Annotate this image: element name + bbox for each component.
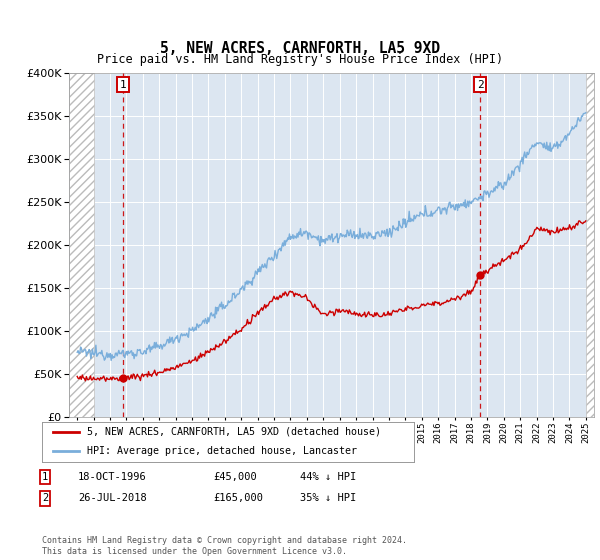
Text: HPI: Average price, detached house, Lancaster: HPI: Average price, detached house, Lanc… [86,446,356,456]
Text: £165,000: £165,000 [213,493,263,503]
Text: 5, NEW ACRES, CARNFORTH, LA5 9XD: 5, NEW ACRES, CARNFORTH, LA5 9XD [160,41,440,56]
Text: 26-JUL-2018: 26-JUL-2018 [78,493,147,503]
Text: 2: 2 [477,80,484,90]
Text: 2: 2 [42,493,48,503]
Text: 5, NEW ACRES, CARNFORTH, LA5 9XD (detached house): 5, NEW ACRES, CARNFORTH, LA5 9XD (detach… [86,427,380,437]
Text: Price paid vs. HM Land Registry's House Price Index (HPI): Price paid vs. HM Land Registry's House … [97,53,503,66]
Text: £45,000: £45,000 [213,472,257,482]
Bar [69,73,94,417]
Text: 18-OCT-1996: 18-OCT-1996 [78,472,147,482]
Text: 44% ↓ HPI: 44% ↓ HPI [300,472,356,482]
Text: Contains HM Land Registry data © Crown copyright and database right 2024.
This d: Contains HM Land Registry data © Crown c… [42,536,407,556]
Bar [586,73,594,417]
Text: 1: 1 [120,80,127,90]
Text: 1: 1 [42,472,48,482]
Text: 35% ↓ HPI: 35% ↓ HPI [300,493,356,503]
